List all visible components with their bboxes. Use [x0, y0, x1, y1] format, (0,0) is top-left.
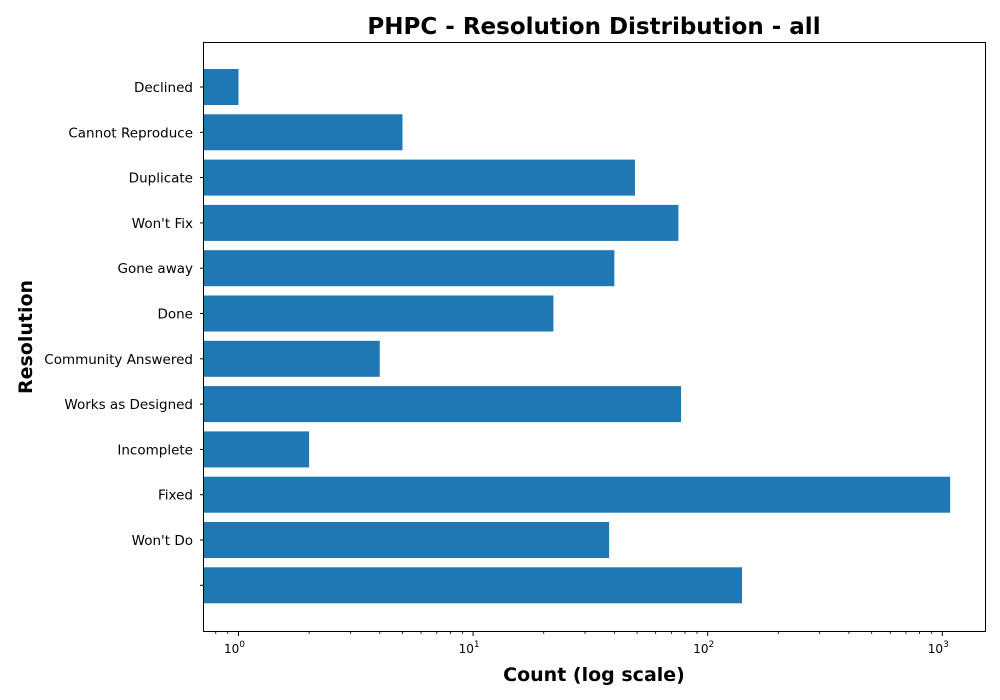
- y-tick-label: Community Answered: [44, 352, 193, 368]
- x-tick-label: 100: [224, 640, 245, 656]
- y-tick-label: Incomplete: [117, 442, 193, 458]
- y-tick-label: Cannot Reproduce: [68, 125, 193, 141]
- bar: [204, 386, 682, 423]
- x-tick-label: 101: [459, 640, 480, 656]
- x-ticks-group: 100 101 102 103: [215, 631, 949, 656]
- y-tick-label: Fixed: [158, 488, 193, 504]
- y-tick-label: Works as Designed: [64, 397, 193, 413]
- bar: [204, 159, 636, 196]
- x-tick-label: 103: [928, 640, 949, 656]
- bar: [204, 69, 239, 105]
- y-ticks-group: Declined Cannot Reproduce Duplicate Won't F…: [44, 80, 204, 586]
- y-tick-label: Gone away: [118, 261, 193, 277]
- bar: [204, 204, 679, 241]
- bar: [204, 114, 403, 151]
- y-tick-label: Won't Do: [132, 533, 193, 549]
- bar: [204, 476, 951, 513]
- plot-frame: [203, 42, 986, 632]
- bars-group: [204, 69, 951, 604]
- y-axis-label: Resolution: [15, 280, 37, 394]
- bar: [204, 522, 610, 558]
- bar: [204, 250, 615, 287]
- y-tick-label: Done: [157, 307, 193, 323]
- x-tick-label: 102: [693, 640, 714, 656]
- x-axis-label: Count (log scale): [503, 664, 685, 686]
- y-tick-label: Won't Fix: [132, 216, 193, 232]
- bar: [204, 567, 742, 604]
- bar: [204, 295, 554, 332]
- bar: [204, 431, 310, 468]
- chart-title: PHPC - Resolution Distribution - all: [367, 14, 820, 40]
- y-tick-label: Duplicate: [129, 171, 193, 187]
- y-tick-label: Declined: [134, 80, 193, 96]
- bar: [204, 340, 380, 377]
